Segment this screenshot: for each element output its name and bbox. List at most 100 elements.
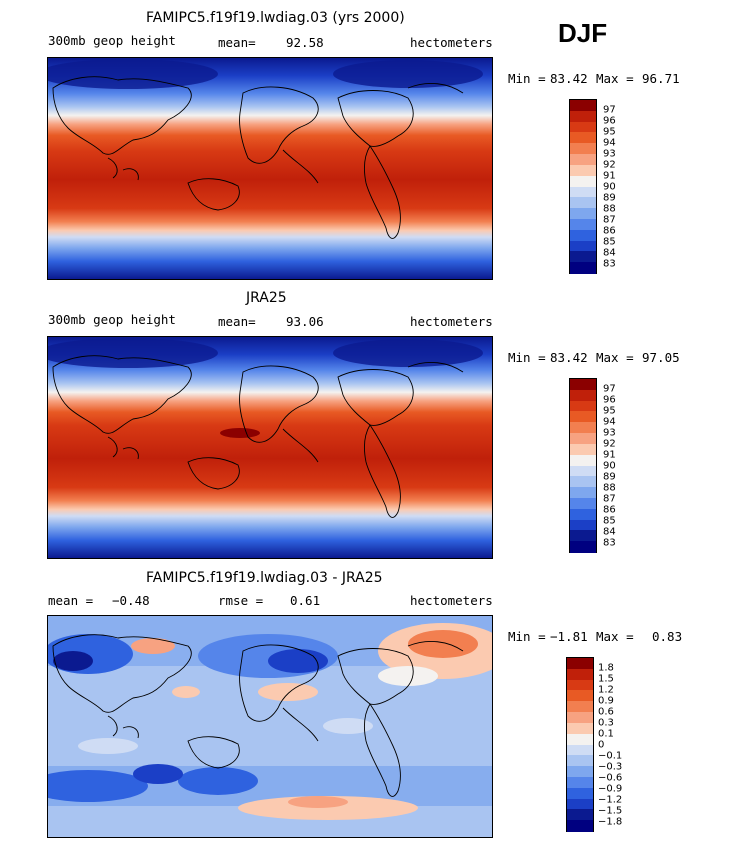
panel-3-low-south-1 — [48, 770, 148, 802]
colorbar-swatch — [570, 100, 596, 112]
panel-3-mean-value: −0.48 — [112, 593, 150, 608]
colorbar-swatch — [567, 776, 593, 789]
panel-3-min-label: Min = — [508, 629, 546, 644]
panel-1-title: FAMIPC5.f19f19.lwdiag.03 (yrs 2000) — [146, 10, 405, 26]
colorbar-swatch — [570, 208, 596, 220]
panel-2-cb-label: 84 — [603, 526, 616, 538]
colorbar-swatch — [570, 175, 596, 187]
colorbar-swatch — [567, 733, 593, 745]
panel-2-cb-label: 85 — [603, 515, 616, 527]
panel-3-map — [47, 615, 493, 838]
colorbar-swatch — [570, 143, 596, 155]
panel-1-cb-label: 84 — [603, 247, 616, 259]
panel-3-cb-label: 0 — [598, 739, 605, 751]
panel-1-colorbar — [569, 99, 597, 274]
panel-1-min-label: Min = — [508, 71, 546, 86]
panel-3-cb-label: −1.5 — [598, 805, 623, 817]
panel-2-cb-label: 96 — [603, 394, 616, 406]
panel-1-cb-label: 83 — [603, 258, 616, 270]
panel-2-units: hectometers — [410, 314, 493, 329]
colorbar-swatch — [567, 722, 593, 735]
panel-3-min-value: −1.81 — [550, 629, 588, 644]
panel-1-cb-label: 89 — [603, 192, 616, 204]
colorbar-swatch — [570, 541, 596, 553]
panel-3-low-south-2 — [178, 767, 258, 795]
colorbar-swatch — [570, 164, 596, 177]
panel-2-field-label: 300mb geop height — [48, 312, 176, 327]
panel-2-cb-label: 91 — [603, 449, 616, 461]
panel-2-min-value: 83.42 — [550, 350, 588, 365]
panel-3-cb-label: 0.9 — [598, 695, 614, 707]
colorbar-swatch — [567, 755, 593, 767]
panel-2-min-label: Min = — [508, 350, 546, 365]
panel-2-cb-label: 88 — [603, 482, 616, 494]
panel-1-min-value: 83.42 — [550, 71, 588, 86]
colorbar-swatch — [570, 530, 596, 542]
panel-1-field-label: 300mb geop height — [48, 33, 176, 48]
colorbar-swatch — [570, 240, 596, 252]
colorbar-swatch — [570, 497, 596, 510]
colorbar-swatch — [570, 251, 596, 263]
colorbar-swatch — [570, 422, 596, 434]
panel-1-cb-label: 85 — [603, 236, 616, 248]
panel-1-field-fill — [48, 58, 492, 279]
colorbar-swatch — [567, 712, 593, 724]
colorbar-swatch — [567, 766, 593, 778]
panel-3-high-south — [238, 796, 418, 820]
colorbar-swatch — [570, 411, 596, 423]
panel-3-cb-label: −0.9 — [598, 783, 623, 795]
panel-1-cb-label: 97 — [603, 104, 616, 116]
panel-1-max-value: 96.71 — [642, 71, 680, 86]
panel-3-cb-label: 0.6 — [598, 706, 614, 718]
panel-2-mean-value: 93.06 — [286, 314, 324, 329]
panel-2-field-fill — [48, 337, 492, 558]
colorbar-swatch — [570, 379, 596, 391]
panel-2-cb-label: 87 — [603, 493, 616, 505]
panel-1-cb-label: 95 — [603, 126, 616, 138]
panel-3-high-north-1 — [131, 638, 175, 654]
panel-1-cb-label: 93 — [603, 148, 616, 160]
panel-1-mean-label: mean= — [218, 35, 256, 50]
colorbar-swatch — [567, 668, 593, 681]
colorbar-swatch — [567, 690, 593, 702]
panel-1-map — [47, 57, 493, 280]
colorbar-swatch — [570, 443, 596, 456]
panel-1-cb-label: 86 — [603, 225, 616, 237]
panel-3-max-label: Max = — [596, 629, 634, 644]
colorbar-swatch — [570, 476, 596, 488]
panel-3-cb-label: 1.8 — [598, 662, 614, 674]
colorbar-swatch — [570, 400, 596, 412]
panel-2-cb-label: 97 — [603, 383, 616, 395]
panel-2-cb-label: 95 — [603, 405, 616, 417]
panel-1-cb-label: 88 — [603, 203, 616, 215]
colorbar-swatch — [567, 787, 593, 800]
colorbar-swatch — [567, 809, 593, 821]
panel-2-low-siberia — [48, 338, 218, 368]
panel-3-cb-label: −1.2 — [598, 794, 623, 806]
colorbar-swatch — [570, 389, 596, 402]
panel-1-coastlines — [52, 76, 464, 239]
panel-3-rmse-label: rmse = — [218, 593, 264, 608]
panel-2-cb-label: 90 — [603, 460, 616, 472]
colorbar-swatch — [570, 197, 596, 209]
panel-2-cb-label: 86 — [603, 504, 616, 516]
colorbar-swatch — [570, 454, 596, 466]
panel-3-rmse-value: 0.61 — [290, 593, 321, 608]
colorbar-swatch — [570, 132, 596, 144]
panel-1-mean-value: 92.58 — [286, 35, 324, 50]
colorbar-swatch — [567, 701, 593, 713]
panel-3-title: FAMIPC5.f19f19.lwdiag.03 - JRA25 — [146, 570, 383, 586]
panel-2-cb-label: 94 — [603, 416, 616, 428]
colorbar-swatch — [567, 798, 593, 810]
colorbar-swatch — [567, 744, 593, 756]
panel-2-cb-label: 89 — [603, 471, 616, 483]
panel-3-cb-label: −1.8 — [598, 816, 623, 828]
panel-1-units: hectometers — [410, 35, 493, 50]
panel-1-cb-label: 96 — [603, 115, 616, 127]
panel-3-cb-label: 1.2 — [598, 684, 614, 696]
panel-1-cb-label: 90 — [603, 181, 616, 193]
panel-3-cb-label: 0.1 — [598, 728, 614, 740]
colorbar-swatch — [567, 820, 593, 832]
panel-3-units: hectometers — [410, 593, 493, 608]
season-label: DJF — [558, 18, 608, 48]
